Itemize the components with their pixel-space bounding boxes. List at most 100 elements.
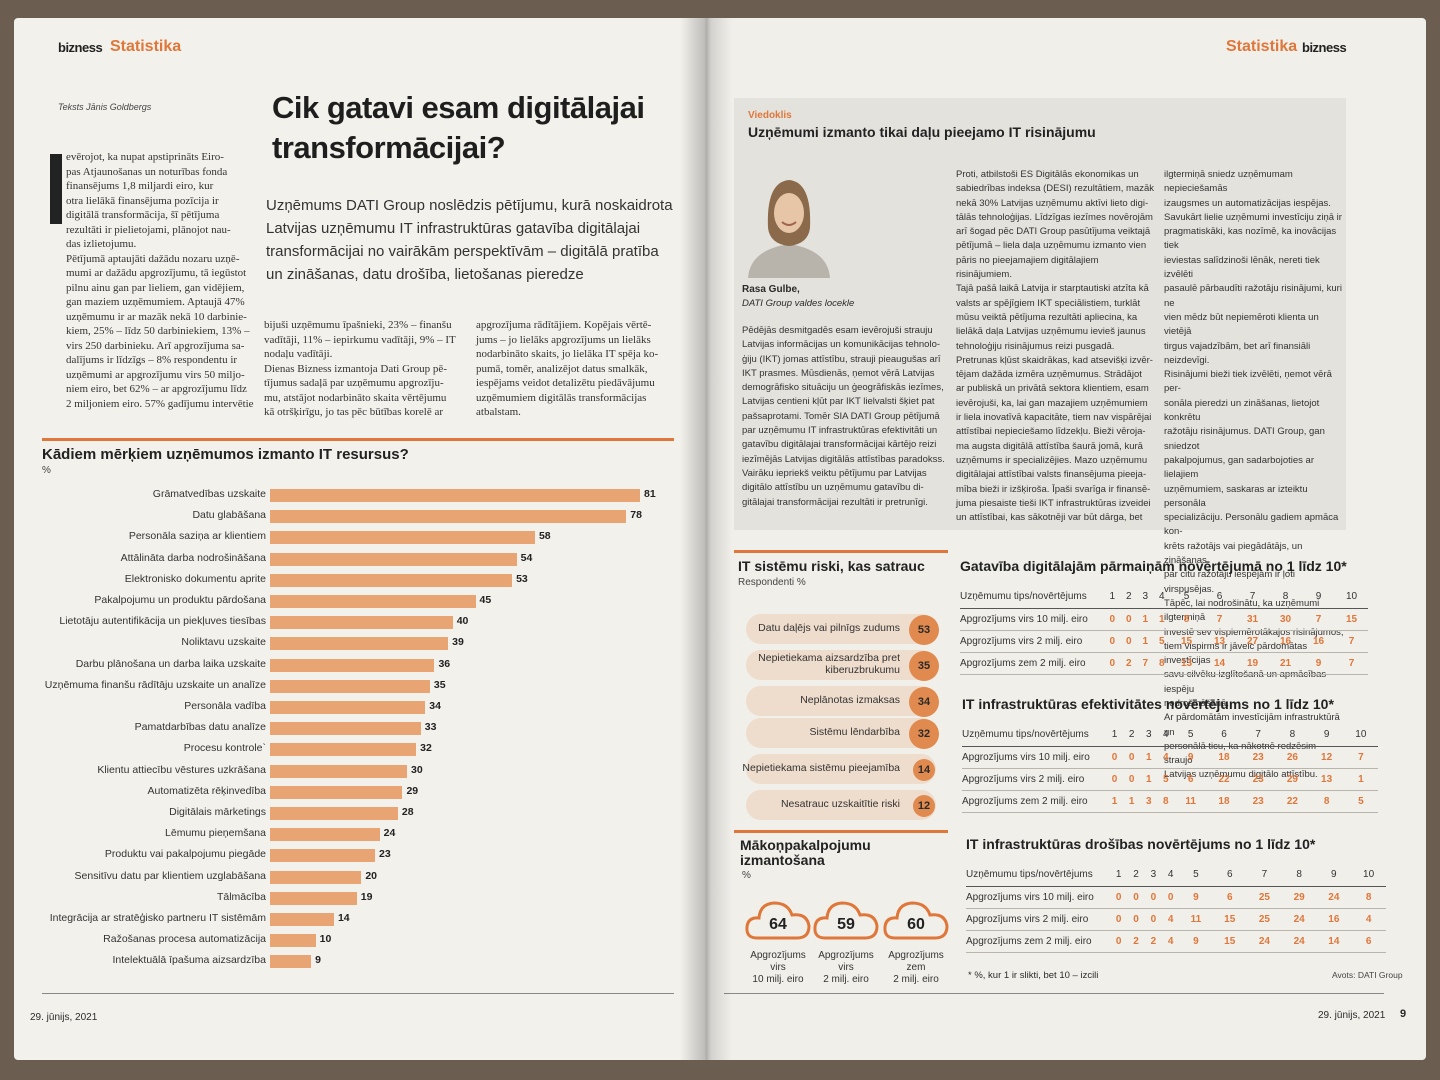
portrait-photo (738, 158, 840, 278)
section-label: Statistika (110, 38, 182, 55)
table-cell: 21 (1269, 652, 1302, 675)
risk-value-badge: 53 (909, 615, 939, 645)
table-row-label: Apgrozījums zem 2 milj. eiro (962, 790, 1106, 813)
text-line: das izlietojumu. (66, 238, 137, 250)
text-line: pāris no pieejamajiem digitālajiem risin… (956, 254, 1099, 281)
text-line: nodaļu vadītāji. (264, 348, 333, 360)
text-line: Latvijas informācijas un komunikācijas t… (742, 339, 941, 351)
text-line: niem eiro, bet 62% – ar apgrozījumu līdz (66, 383, 247, 395)
table-cell: 23 (1241, 790, 1276, 813)
table-cell: 1 (1140, 768, 1158, 791)
bar (270, 658, 435, 672)
text-line: Pēdējās desmitgadēs esam ievērojuši stra… (742, 325, 933, 336)
lead-line: Latvijas uzņēmumu IT infrastruktūras gat… (266, 220, 641, 237)
bar-label: Lēmumu pieņemšana (165, 827, 266, 840)
chart-rule (42, 438, 674, 441)
text-line: Latvijas centieni kļūt par IKT lielvalst… (742, 396, 935, 408)
text-line: ilgtermiņā sniedz uzņēmumam nepieciešamā… (1164, 169, 1293, 195)
bar (270, 849, 376, 863)
cloud-caption-line: Apgrozījums (818, 950, 874, 961)
risk-row-background (746, 650, 936, 680)
table-header-cell: Uzņēmumu tips/novērtējums (966, 864, 1110, 887)
text-line: pas Atjaunošanas un noturības fonda (66, 165, 228, 178)
bar-label: Klientu attiecību vēstures uzkrāšana (97, 763, 266, 776)
table-cell: 0 (1162, 886, 1180, 909)
table-header-cell: 8 (1281, 864, 1317, 887)
bar-label: Darbu plānošana un darba laika uzskaite (75, 657, 266, 670)
bar-label: Personāla saziņa ar klientiem (128, 530, 266, 543)
table-header-cell: 4 (1157, 724, 1175, 747)
table-cell: 2 (1144, 930, 1163, 953)
table-row-label: Apgrozījums virs 10 milj. eiro (962, 746, 1106, 769)
table-header-cell: 9 (1309, 724, 1344, 747)
table-cell: 15 (1212, 930, 1248, 953)
text-line: Proti, atbilstoši ES Digitālās ekonomika… (956, 169, 1139, 180)
cloud-unit: % (742, 870, 751, 881)
table-cell: 18 (1206, 790, 1242, 813)
risks-unit: Respondenti % (738, 577, 806, 588)
text-line: par uzņēmumu IT infrastruktūras efektivi… (742, 425, 938, 437)
cloud-caption-line: zem (906, 962, 926, 973)
text-line: evērojot, ka nupat apstiprināts Eiro- (66, 151, 224, 163)
table-header-cell: Uzņēmumu tips/novērtējums (962, 724, 1106, 747)
bar-value: 30 (411, 763, 423, 776)
table-cell: 0 (1144, 908, 1163, 931)
table-cell: 14 (1316, 930, 1352, 953)
table-header-cell: 8 (1275, 724, 1310, 747)
text-line: vadītāji, 11% – iepirkumu vadītāji, 9% –… (264, 333, 456, 346)
page-date: 29. jūnijs, 2021 (1318, 1010, 1386, 1021)
table-cell: 13 (1309, 768, 1344, 791)
table-header-cell: 6 (1212, 864, 1248, 887)
text-line: uzņēmums ir specializējies. Mazo uzņēmum… (956, 454, 1148, 466)
article-lead: Uzņēmums DATI Group noslēdzis pētījumu, … (266, 194, 673, 286)
bar-label: Pakalpojumu un produktu pārdošana (94, 594, 266, 606)
table-cell: 5 (1343, 790, 1378, 813)
table-row: Apgrozījums virs 2 milj. eiro 0 0 1 5 15 13 27 1… (960, 630, 1368, 653)
table-cell: 8 (1351, 886, 1386, 909)
text-line: pašsaprotami. Tomēr SIA DATI Group pētīj… (742, 410, 940, 422)
bar-value: 10 (319, 933, 332, 946)
bar (270, 701, 426, 714)
table-cell: 7 (1335, 630, 1368, 653)
chart-unit: % (42, 465, 51, 476)
text-line: pumā, tomēr, analizējot datus smalkāk, (476, 362, 648, 375)
table-row: Apgrozījums zem 2 milj. eiro 1 1 3 8 11 18 23 22… (962, 790, 1378, 813)
text-line: ieviestas salīdzinoši lēnāk, nereti tiek… (1164, 254, 1320, 281)
bar (270, 785, 403, 799)
bar-value: 28 (401, 806, 414, 818)
table-cell: 1 (1137, 608, 1154, 631)
table-cell: 31 (1236, 608, 1269, 631)
text-line: otra lielākā finansējuma pozīcija ir (66, 194, 219, 207)
bar-label: Datu glabāšana (192, 509, 266, 522)
text-line: uzņēmumiem, saskaras ar izteiktu personā… (1164, 483, 1308, 509)
table-row: Apgrozījums zem 2 milj. eiro 0 2 2 4 9 15 24 24 1… (966, 930, 1386, 953)
text-line: iespējams veidot detalizētu piedāvājumu (476, 377, 655, 389)
text-line: juma piesaiste tieši IKT infrastruktūras… (956, 497, 1151, 509)
bar (270, 764, 408, 778)
text-line: atbalstam. (476, 406, 521, 418)
text-line: un attīstībai, kas sākotnēji var būt dār… (956, 512, 1143, 524)
risk-row-background (746, 790, 936, 820)
text-line: demogrāfisko situāciju un ģeogrāfiskās i… (742, 382, 944, 394)
table-cell: 5 (1153, 630, 1170, 653)
table-row: Apgrozījums zem 2 milj. eiro 0 2 7 8 13 14 19 21… (960, 652, 1368, 675)
text-line: sonāla pieredzi un zināšanas, lietojot k… (1164, 397, 1320, 424)
table-cell: 4 (1162, 908, 1180, 931)
article-column-1: evērojot, ka nupat apstiprināts Eiro-pas… (66, 150, 262, 411)
table-row-label: Apgrozījums zem 2 milj. eiro (960, 652, 1104, 675)
bar-value: 39 (452, 636, 464, 649)
bar (270, 828, 380, 842)
bar (270, 913, 334, 926)
table-cell: 15 (1170, 630, 1203, 653)
bar-label: Digitālais mārketings (169, 806, 266, 818)
brand-logo: bizness (58, 40, 103, 55)
table-cell: 16 (1269, 630, 1302, 653)
risk-label-line: Neplānotas izmaksas (800, 694, 900, 706)
text-line: lielākā daļa Latvijas uzņēmumu ievieš ja… (956, 326, 1146, 338)
risk-value-badge: 14 (913, 759, 935, 781)
table-cell: 24 (1281, 930, 1317, 953)
table-cell: 22 (1275, 790, 1310, 813)
table-cell: 0 (1106, 768, 1124, 791)
table-cell: 5 (1157, 768, 1175, 791)
risks-chart: Datu daļējs vai pilnīgs zudums 53 Nepietie… (706, 596, 956, 820)
